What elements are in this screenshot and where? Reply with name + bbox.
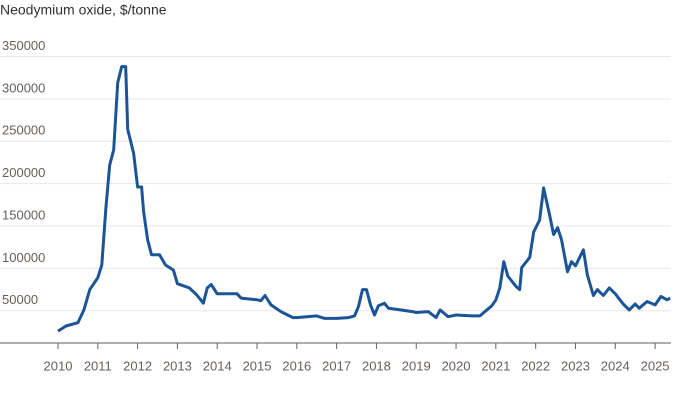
x-tick-label: 2011	[84, 358, 112, 373]
x-tick-label: 2013	[163, 358, 192, 373]
y-tick-label: 150000	[2, 207, 45, 222]
x-tick-label: 2018	[362, 358, 391, 373]
x-tick-label: 2025	[641, 358, 670, 373]
x-tick-label: 2016	[282, 358, 311, 373]
y-tick-label: 300000	[2, 80, 45, 95]
x-tick-label: 2023	[561, 358, 590, 373]
x-tick-label: 2021	[481, 358, 510, 373]
x-tick-label: 2022	[521, 358, 550, 373]
x-tick-label: 2014	[203, 358, 232, 373]
x-tick-label: 2024	[601, 358, 630, 373]
x-tick-label: 2015	[243, 358, 272, 373]
y-tick-label: 100000	[2, 250, 45, 265]
y-tick-label: 350000	[2, 38, 45, 53]
x-tick-label: 2019	[402, 358, 431, 373]
x-tick-label: 2017	[322, 358, 351, 373]
y-tick-label: 50000	[2, 292, 38, 307]
x-tick-label: 2020	[442, 358, 471, 373]
line	[57, 65, 671, 333]
x-tick-label: 2010	[44, 358, 73, 373]
x-tick-label: 2012	[123, 358, 152, 373]
y-tick-label: 200000	[2, 165, 45, 180]
chart-title: Neodymium oxide, $/tonne	[0, 2, 167, 18]
y-tick-label: 250000	[2, 123, 45, 138]
